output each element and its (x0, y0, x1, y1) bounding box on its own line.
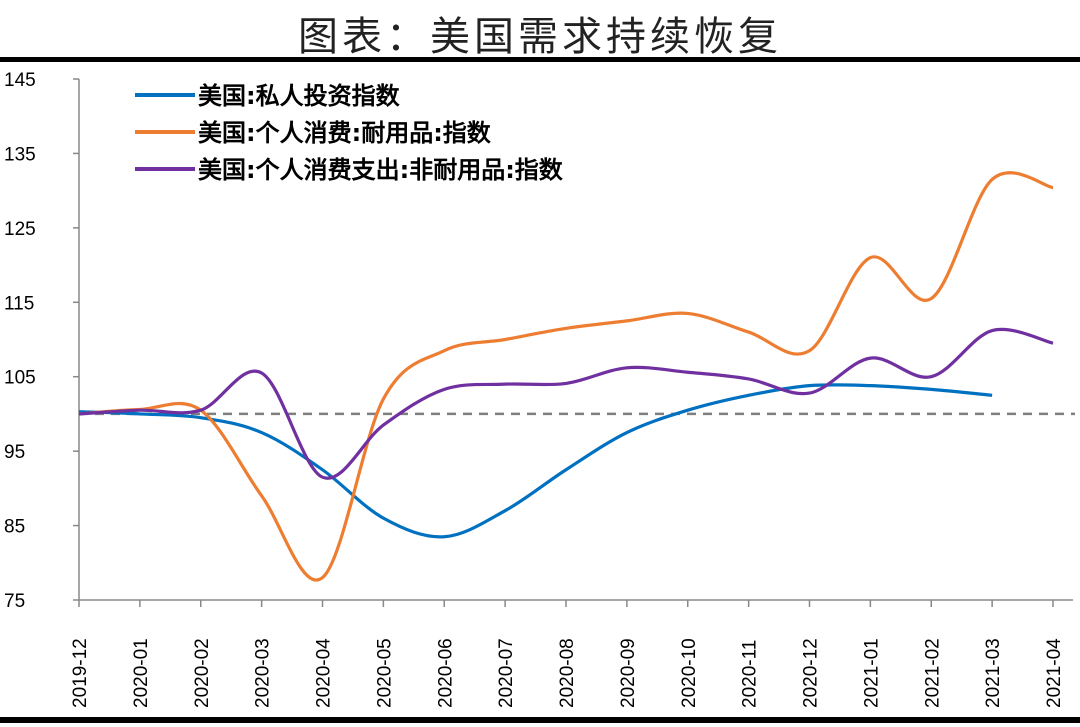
series-line-0 (78, 383, 993, 539)
x-tick-label: 2020-05 (374, 638, 395, 708)
y-tick-label: 85 (4, 517, 25, 538)
x-tick-label: 2021-03 (983, 638, 1004, 708)
x-tick-label: 2020-02 (192, 638, 213, 708)
x-tick-label: 2020-08 (557, 638, 578, 708)
series-line-2 (78, 327, 1054, 480)
x-tick-label: 2021-02 (922, 638, 943, 708)
y-tick-label: 115 (4, 293, 34, 314)
x-tick-label: 2020-07 (496, 638, 517, 708)
legend-label-2: 美国:个人消费支出:非耐用品:指数 (198, 156, 564, 184)
y-tick-label: 95 (4, 442, 25, 463)
y-tick-label: 145 (4, 70, 36, 91)
y-tick-label: 75 (4, 591, 25, 612)
x-tick-label: 2020-12 (801, 638, 822, 708)
x-tick-label: 2020-03 (253, 638, 274, 708)
y-tick-label: 125 (4, 219, 36, 240)
x-tick-label: 2021-01 (861, 638, 882, 708)
series-line-1 (78, 171, 1054, 582)
x-tick-label: 2020-11 (740, 640, 761, 708)
x-tick-label: 2021-04 (1044, 638, 1065, 708)
x-tick-label: 2020-06 (435, 638, 456, 708)
title-divider (0, 57, 1080, 62)
legend-label-0: 美国:私人投资指数 (198, 82, 401, 110)
x-tick-label: 2020-04 (314, 638, 335, 708)
x-tick-label: 2020-10 (679, 638, 700, 708)
x-tick-label: 2020-09 (618, 638, 639, 708)
chart-title: 图表：美国需求持续恢复 (298, 14, 782, 60)
x-tick-label: 2019-12 (70, 638, 91, 708)
legend-label-1: 美国:个人消费:耐用品:指数 (198, 119, 492, 147)
y-tick-label: 105 (4, 368, 36, 389)
x-tick-label: 2020-01 (131, 638, 152, 708)
bottom-divider (0, 717, 1080, 723)
y-tick-label: 135 (4, 144, 36, 165)
